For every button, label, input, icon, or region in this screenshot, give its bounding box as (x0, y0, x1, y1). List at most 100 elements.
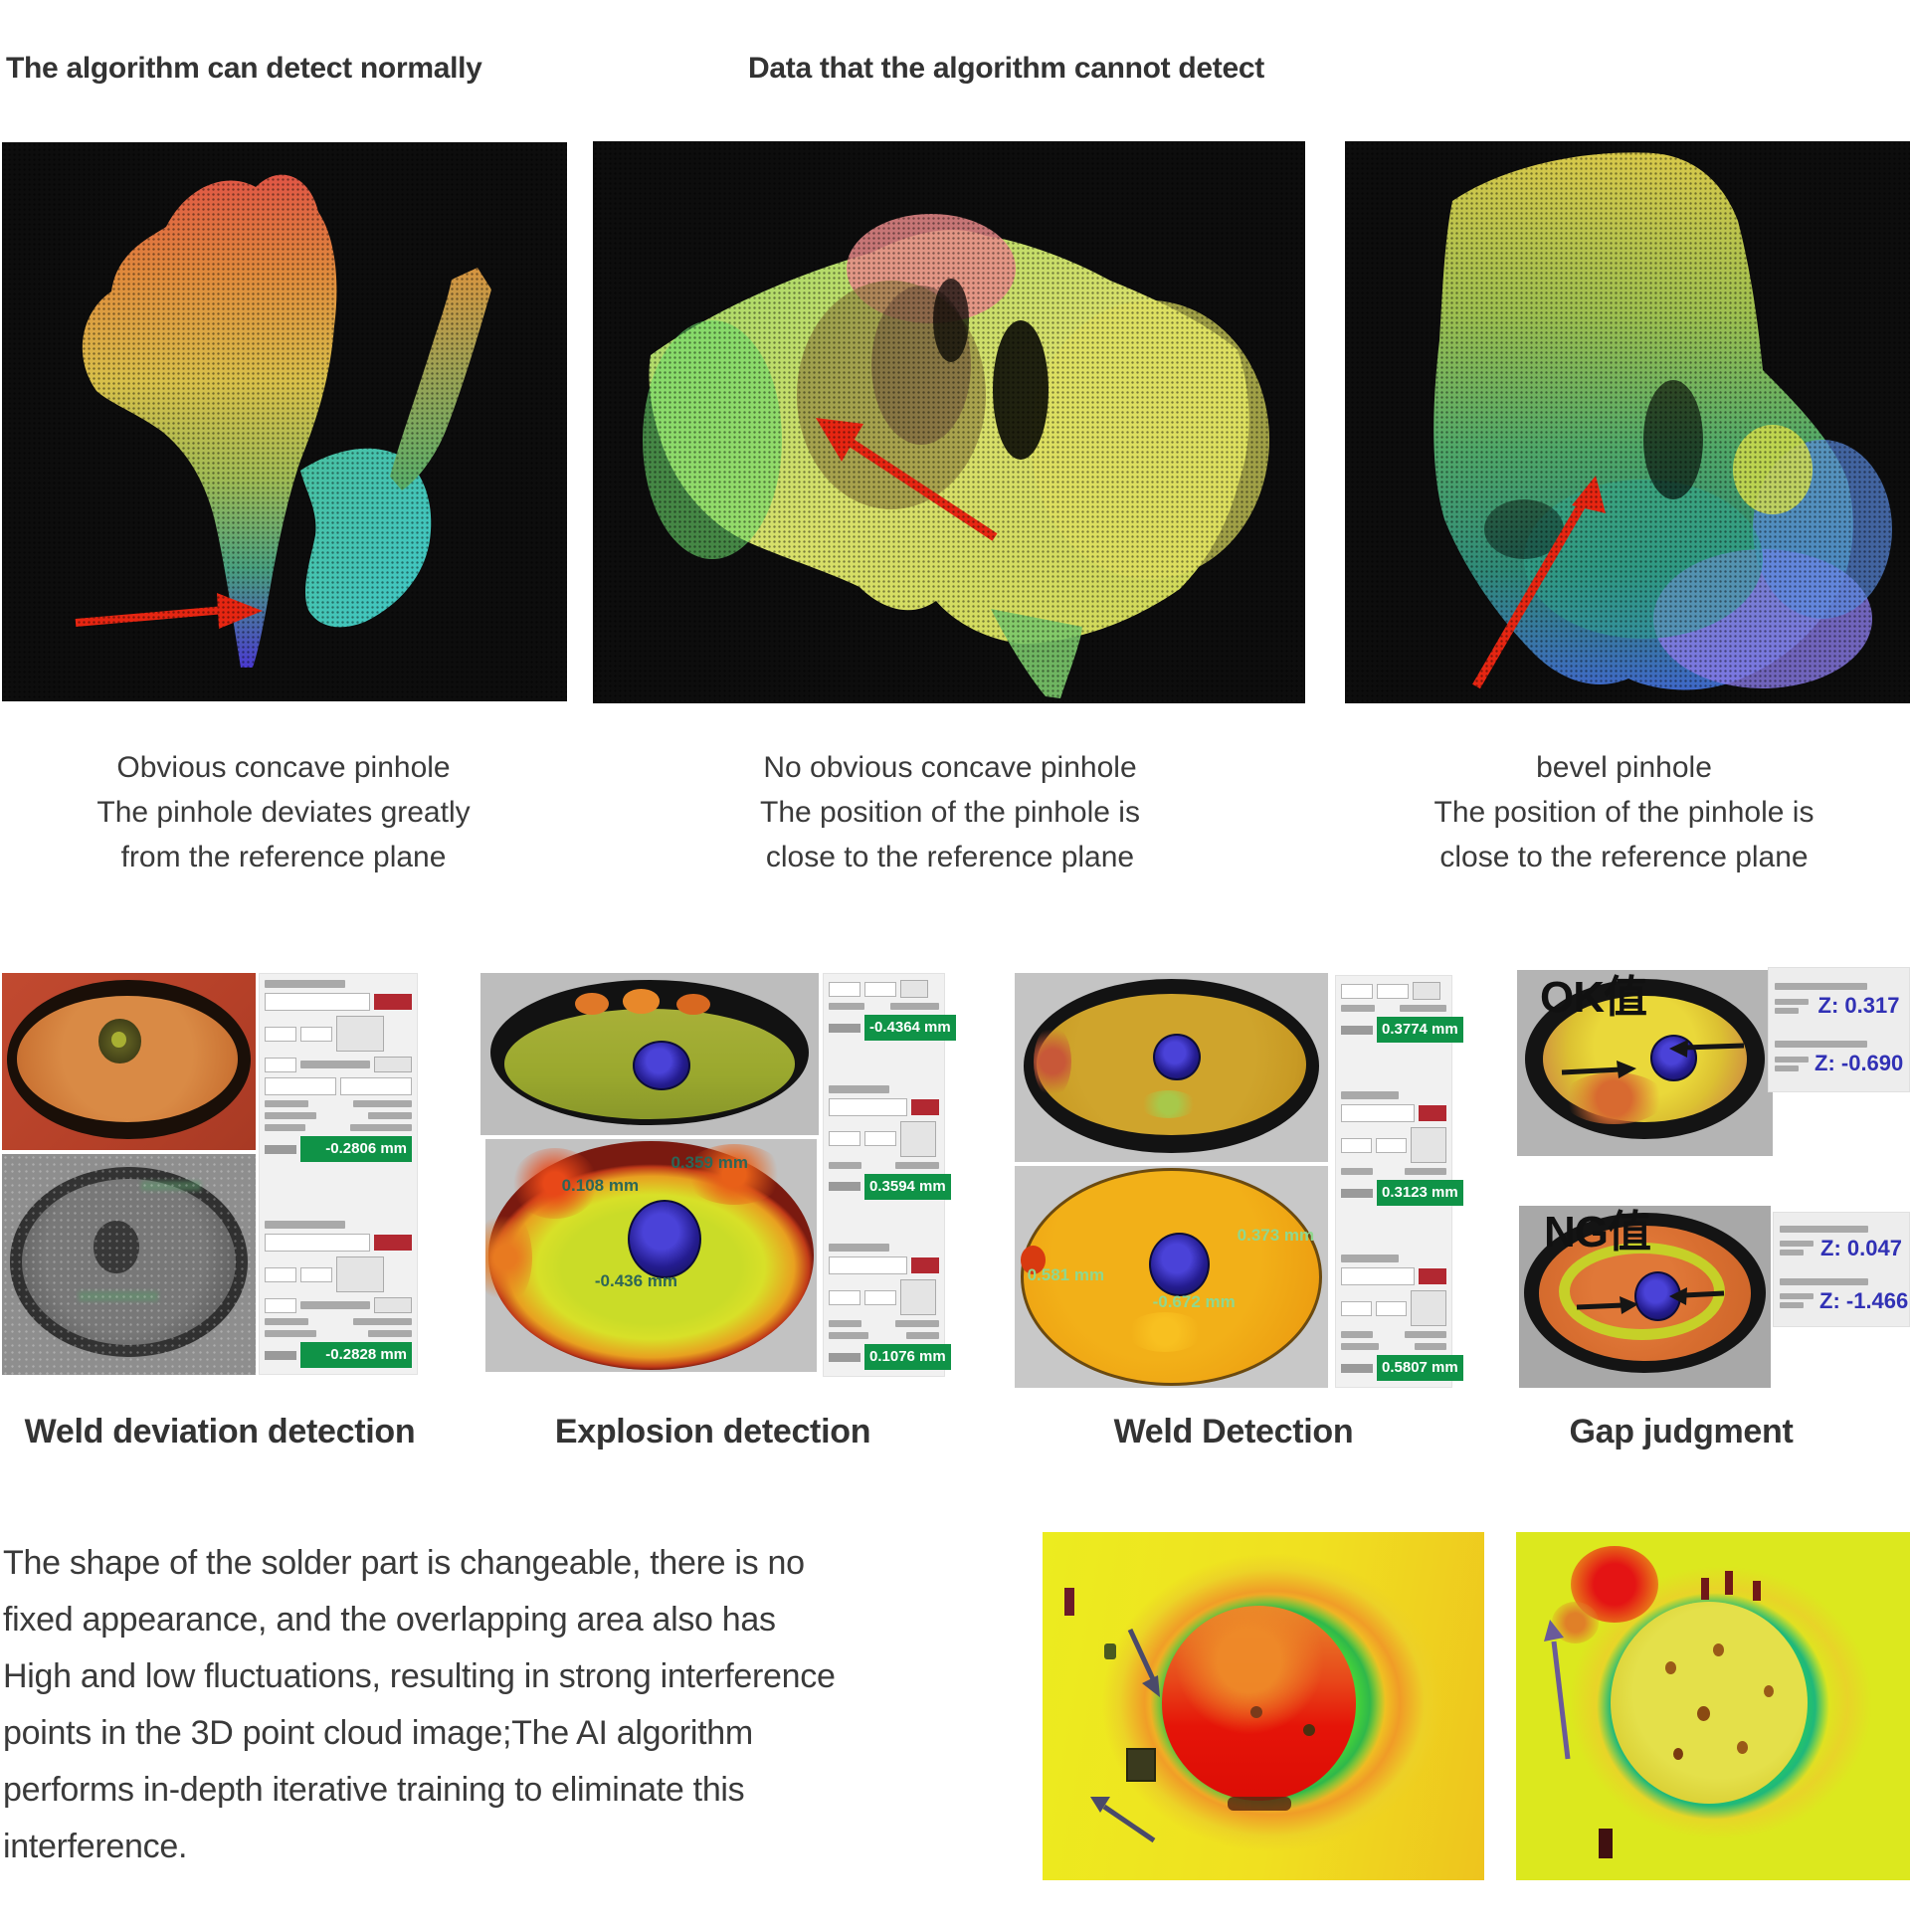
form-field (265, 1077, 336, 1095)
result-badge: 0.3594 mm (864, 1173, 951, 1200)
gap-photo-ng (1519, 1206, 1771, 1388)
measurement-panel: 0.3774 mm 0.3123 mm 0.5807 mm (1335, 975, 1463, 1388)
bright-patch (1127, 1312, 1203, 1353)
measure-form-section: 0.3774 mm (1341, 982, 1463, 1043)
red-arrow-icon (75, 593, 263, 629)
orange-peak (676, 994, 711, 1016)
z-section: Z: 0.317 (1775, 983, 1903, 1019)
measure-form-section: -0.2828 mm (265, 1221, 412, 1368)
result-badge: -0.2806 mm (300, 1136, 412, 1162)
pointcloud-render (1433, 152, 1892, 690)
form-field (1341, 983, 1373, 999)
detection-group-weld: 0.581 mm 0.373 mm -0.672 mm 0.3774 mm 0.… (1015, 973, 1463, 1388)
form-field (265, 1234, 370, 1252)
heatmap-photo-orange: 0.581 mm 0.373 mm -0.672 mm (1015, 1166, 1328, 1388)
form-title-bar (829, 1084, 890, 1093)
form-text (1341, 1343, 1380, 1350)
panel-text (1775, 1056, 1809, 1063)
paragraph-line: High and low fluctuations, resulting in … (3, 1657, 836, 1695)
debris-dot (1764, 1685, 1775, 1697)
form-field (1376, 1137, 1407, 1153)
surface-heatmap-interference (1043, 1532, 1484, 1880)
measure-form-section: -0.4364 mm (829, 980, 956, 1041)
hot-spot (511, 1148, 599, 1219)
gray-button (374, 1057, 412, 1072)
weld-photo-gray (2, 1154, 256, 1375)
caption-line: Obvious concave pinhole (116, 751, 451, 784)
form-text (300, 1061, 370, 1068)
measurement-panel: -0.2806 mm -0.2828 mm (259, 973, 418, 1375)
form-text (367, 1330, 412, 1337)
form-field (829, 1256, 907, 1274)
caption-line: from the reference plane (120, 841, 447, 873)
red-button (374, 1235, 412, 1251)
weld-photo-color (2, 973, 256, 1150)
debris (1701, 1577, 1710, 1600)
weld-ring-gray (9, 1167, 249, 1358)
debris (1724, 1570, 1733, 1595)
panel-text (1775, 1041, 1867, 1048)
form-text (829, 1161, 862, 1169)
form-field (864, 981, 896, 997)
caption-line: close to the reference plane (765, 841, 1135, 873)
gray-button (374, 1297, 412, 1313)
pinhole (1152, 1033, 1201, 1081)
height-annotation: 0.581 mm (1027, 1265, 1105, 1285)
panel-text (1780, 1225, 1869, 1233)
caption-line: bevel pinhole (1536, 751, 1712, 784)
orange-mottle (1563, 1071, 1666, 1125)
form-text (1404, 1168, 1446, 1175)
form-text (265, 1100, 309, 1107)
pointcloud-render (75, 174, 491, 668)
header-detect-normally: The algorithm can detect normally (6, 52, 482, 85)
result-label (829, 1023, 860, 1033)
debris (1064, 1588, 1075, 1616)
panel-text (1780, 1302, 1804, 1308)
result-badge: -0.2828 mm (300, 1342, 412, 1368)
form-field (265, 1297, 296, 1313)
result-label (1341, 1363, 1373, 1373)
panel-text (1780, 1277, 1869, 1285)
gray-button (336, 1016, 384, 1052)
form-text (367, 1112, 412, 1119)
panel-text (1775, 998, 1809, 1005)
form-field (1341, 1267, 1415, 1285)
debris (1126, 1748, 1157, 1782)
yellow-core (1611, 1602, 1809, 1804)
label-weld-detection: Weld Detection (1113, 1413, 1354, 1450)
gray-button (1411, 1290, 1446, 1326)
red-button (911, 1098, 939, 1115)
result-badge: 0.5807 mm (1377, 1355, 1463, 1381)
paragraph-line: interference. (3, 1828, 188, 1865)
pinhole-shadow (993, 320, 1049, 460)
form-text (829, 1320, 862, 1327)
pointcloud-figure-no-obvious-concave (593, 141, 1305, 703)
caption-line: The position of the pinhole is (760, 796, 1140, 829)
measure-form-section: 0.3594 mm (829, 1084, 951, 1200)
surface-heatmap-clean (1516, 1532, 1910, 1880)
panel-text (1780, 1293, 1814, 1299)
weld-photo-yellow (1015, 973, 1328, 1162)
form-text (1415, 1343, 1446, 1350)
debris-dot (1673, 1748, 1684, 1760)
form-field (829, 1289, 860, 1305)
gap-arrows (1561, 1040, 1745, 1078)
form-text (1341, 1168, 1373, 1175)
z-section: Z: 0.047 (1780, 1225, 1903, 1261)
green-edge (643, 320, 782, 559)
panel-text (1775, 983, 1867, 990)
form-field (864, 1289, 896, 1305)
height-annotation: 0.359 mm (670, 1153, 748, 1173)
orange-peak (622, 989, 661, 1014)
caption-line: The pinhole deviates greatly (96, 796, 471, 829)
form-text (265, 1112, 316, 1119)
label-explosion-detection: Explosion detection (554, 1413, 871, 1450)
form-field (829, 1097, 907, 1116)
interference-arrows (1090, 1628, 1160, 1843)
pinhole (1149, 1232, 1211, 1297)
result-label (829, 1352, 860, 1362)
gray-button (1411, 1127, 1446, 1163)
panel-text (1780, 1241, 1814, 1247)
ng-value-label: NG值 (1544, 1208, 1651, 1256)
panel-text (1780, 1250, 1804, 1256)
